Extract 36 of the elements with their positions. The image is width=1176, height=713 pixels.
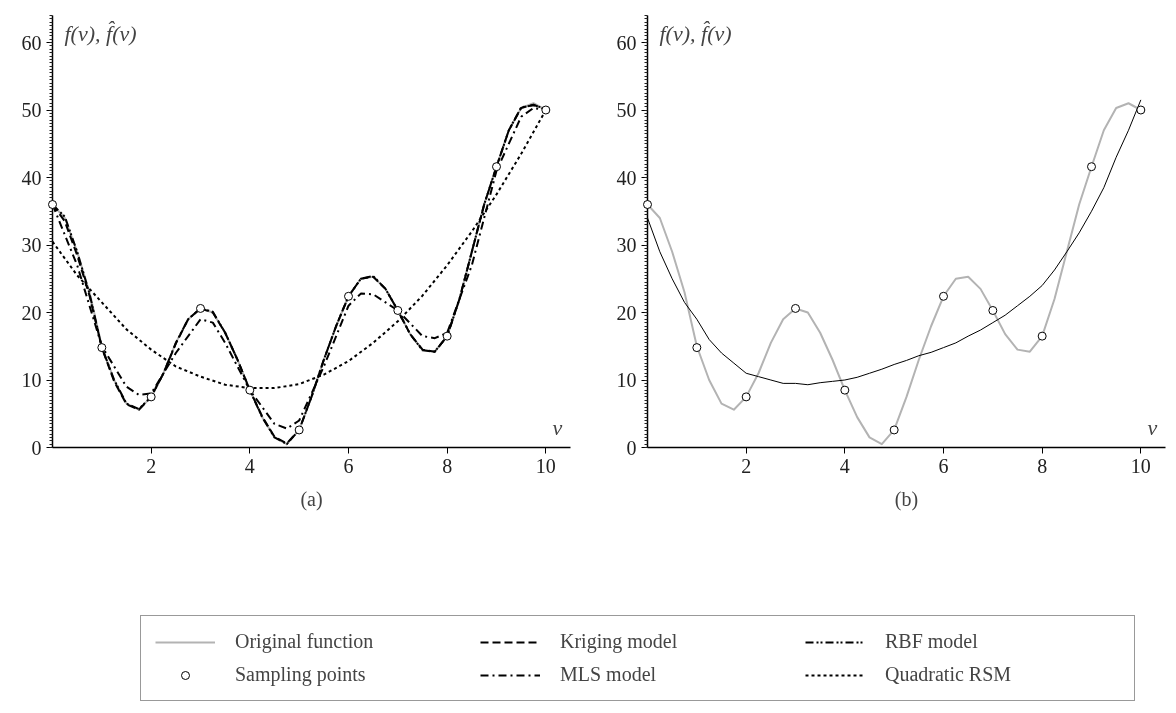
legend-label: Quadratic RSM: [885, 663, 1013, 686]
y-axis-title: f(v), f̂(v): [659, 20, 732, 46]
y-tick-label: 30: [21, 234, 42, 256]
y-tick-label: 20: [616, 301, 637, 324]
x-tick-label: 4: [839, 454, 850, 477]
legend-label: MLS model: [560, 663, 658, 686]
x-tick-label: 4: [244, 454, 255, 477]
x-tick-label: 10: [535, 454, 556, 477]
text: (b): [894, 487, 919, 511]
y-tick-label: 60: [616, 31, 637, 54]
y-tick-label: 60: [21, 31, 42, 54]
x-tick-label: 2: [146, 454, 157, 477]
y-tick-label: 0: [626, 436, 637, 459]
x-axis-title: v: [1147, 414, 1158, 440]
y-tick-label: 10: [21, 369, 42, 391]
y-tick-label: 50: [21, 99, 42, 121]
y-tick-label: 40: [21, 166, 42, 189]
y-tick-label: 10: [616, 369, 637, 391]
y-axis-title: f(v), f̂(v): [64, 20, 137, 46]
y-tick-label: 50: [616, 99, 637, 121]
x-tick-label: 8: [442, 454, 453, 477]
y-tick-label: 0: [31, 436, 42, 459]
y-tick-label: 30: [616, 234, 637, 256]
legend-label: Kriging model: [560, 630, 679, 653]
legend-label: Sampling points: [235, 663, 367, 686]
x-tick-label: 6: [343, 454, 354, 477]
y-tick-label: 40: [616, 166, 637, 189]
x-axis-title: v: [552, 414, 563, 440]
x-tick-label: 6: [938, 454, 949, 477]
x-tick-label: 8: [1037, 454, 1048, 477]
text: (a): [300, 487, 323, 511]
y-tick-label: 20: [21, 301, 42, 324]
x-tick-label: 10: [1130, 454, 1151, 477]
legend-label: Original function: [235, 630, 375, 653]
x-tick-label: 2: [741, 454, 752, 477]
legend-label: RBF model: [885, 630, 979, 653]
